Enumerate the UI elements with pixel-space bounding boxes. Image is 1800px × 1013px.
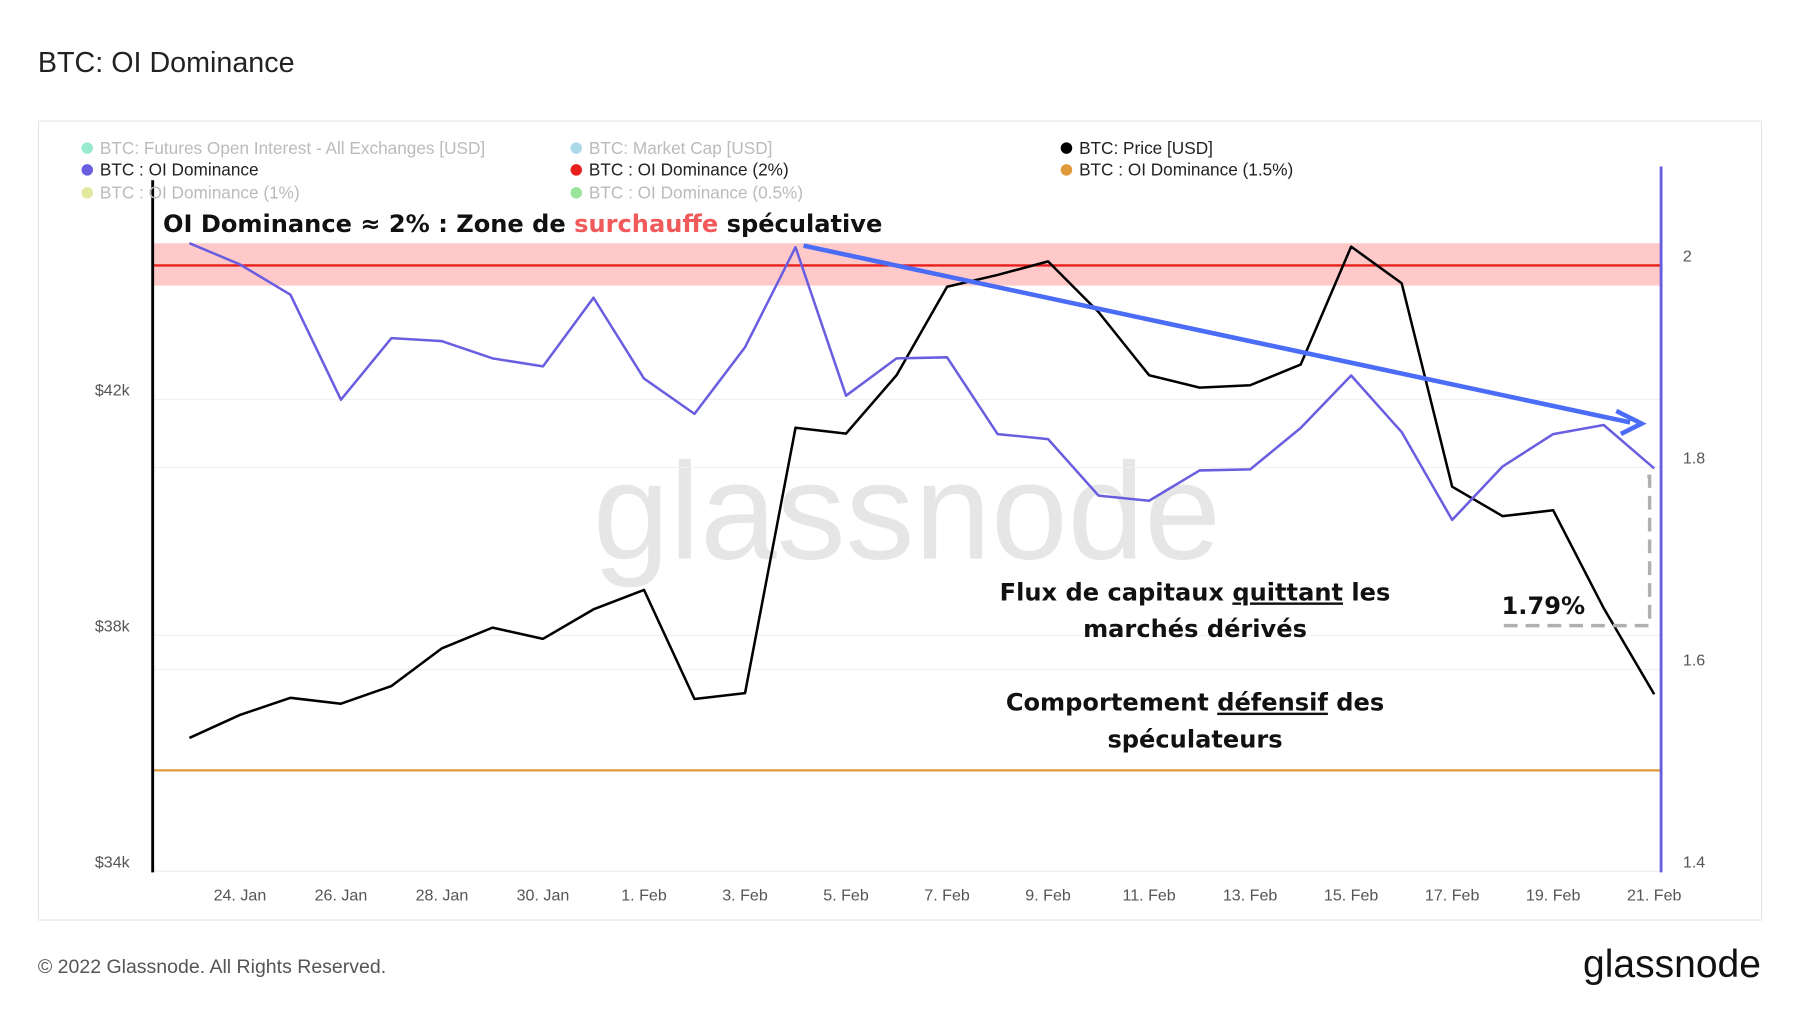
plot: glassnode $34k $38k $42k 1.4 1.6 1.8 2 24. Jan 26… — [95, 166, 1705, 905]
flux-annotation: marchés dérivés — [1083, 615, 1307, 643]
note-part: les — [1343, 578, 1390, 606]
legend-swatch — [570, 187, 583, 199]
legend: BTC: Futures Open Interest - All Exchang… — [81, 138, 1293, 203]
watermark: glassnode — [593, 435, 1221, 589]
zone-annotation: OI Dominance ≈ 2% : Zone de surchauffe s… — [163, 210, 882, 238]
legend-swatch — [1060, 164, 1073, 176]
x-tick-label: 17. Feb — [1425, 887, 1480, 905]
y-tick-label: $34k — [95, 853, 131, 871]
x-tick-label: 7. Feb — [924, 887, 970, 905]
y-tick-label: $42k — [95, 382, 131, 400]
note-highlight: surchauffe — [574, 210, 718, 238]
legend-swatch — [570, 164, 583, 176]
legend-entry[interactable]: BTC : OI Dominance (1.5%) — [1079, 160, 1293, 180]
note-part: spéculative — [718, 210, 882, 238]
trend-arrow-head — [1615, 408, 1647, 436]
x-tick-label: 11. Feb — [1122, 887, 1175, 905]
note-part: Comportement — [1006, 689, 1217, 717]
x-tick-label: 1. Feb — [621, 887, 667, 905]
series-line — [188, 242, 1656, 522]
legend-swatch — [570, 142, 583, 154]
trend-arrow — [803, 243, 1631, 425]
y2-tick-label: 1.8 — [1683, 450, 1705, 468]
x-tick-label: 5. Feb — [823, 887, 869, 905]
legend-entry[interactable]: BTC : OI Dominance (2%) — [589, 160, 789, 180]
y2-tick-label: 1.4 — [1683, 854, 1705, 872]
legend-entry[interactable]: BTC : OI Dominance (1%) — [100, 183, 300, 203]
x-tick-label: 28. Jan — [416, 887, 469, 905]
x-tick-label: 3. Feb — [722, 887, 768, 905]
y-tick-label: $38k — [95, 618, 131, 636]
legend-swatch — [1060, 142, 1073, 154]
logo: glassnode — [1583, 943, 1761, 986]
value-annotation: 1.79% — [1502, 592, 1586, 620]
legend-swatch — [81, 164, 93, 176]
behaviour-annotation: spéculateurs — [1107, 725, 1282, 753]
legend-entry[interactable]: BTC : OI Dominance (0.5%) — [589, 183, 803, 203]
x-tick-label: 15. Feb — [1324, 887, 1379, 905]
x-tick-label: 30. Jan — [517, 887, 570, 905]
x-tick-label: 19. Feb — [1526, 887, 1581, 905]
legend-entry[interactable]: BTC: Price [USD] — [1079, 138, 1213, 158]
behaviour-annotation: Comportement défensif des — [1006, 689, 1384, 717]
x-tick-label: 9. Feb — [1025, 887, 1071, 905]
legend-entry[interactable]: BTC: Futures Open Interest - All Exchang… — [100, 138, 485, 158]
note-part: Flux de capitaux — [1000, 578, 1233, 606]
x-tick-label: 13. Feb — [1223, 887, 1278, 905]
legend-swatch — [81, 142, 93, 154]
note-underlined: quittant — [1232, 578, 1343, 606]
series-line — [188, 245, 1656, 740]
copyright: © 2022 Glassnode. All Rights Reserved. — [38, 956, 386, 978]
page-title: BTC: OI Dominance — [38, 47, 295, 79]
note-underlined: défensif — [1217, 689, 1328, 717]
note-part: OI Dominance ≈ 2% : Zone de — [163, 210, 574, 238]
y2-tick-label: 2 — [1683, 248, 1692, 266]
flux-annotation: Flux de capitaux quittant les — [1000, 578, 1391, 606]
x-tick-label: 26. Jan — [315, 887, 368, 905]
legend-entry[interactable]: BTC: Market Cap [USD] — [589, 138, 773, 158]
legend-swatch — [81, 187, 93, 199]
note-part: des — [1328, 689, 1384, 717]
legend-entry[interactable]: BTC : OI Dominance — [100, 160, 259, 180]
x-tick-label: 24. Jan — [214, 887, 267, 905]
dashed-bracket — [1503, 474, 1652, 628]
x-tick-label: 21. Feb — [1627, 887, 1682, 905]
y2-tick-label: 1.6 — [1683, 652, 1705, 670]
